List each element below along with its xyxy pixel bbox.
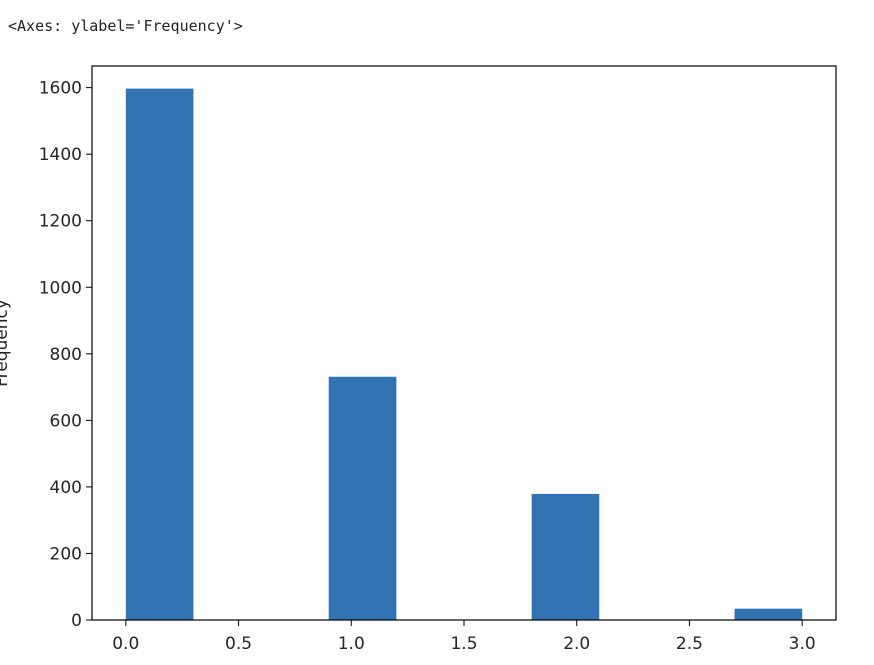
y-tick-label-2: 400: [50, 478, 82, 498]
y-tick-label-8: 1600: [39, 79, 82, 99]
x-tick-label-4: 2.0: [563, 634, 590, 654]
x-tick-label-2: 1.0: [338, 634, 365, 654]
y-tick-label-4: 800: [50, 345, 82, 365]
y-tick-label-0: 0: [71, 611, 82, 631]
x-tick-label-5: 2.5: [676, 634, 703, 654]
y-tick-label-5: 1000: [39, 278, 82, 298]
y-axis-label: Frequency: [0, 299, 12, 387]
output-repr-text: <Axes: ylabel='Frequency'>: [8, 17, 243, 35]
x-tick-label-0: 0.0: [112, 634, 139, 654]
y-axis-ticks: 0 200 400 600 800 1000 1200 1400 1600: [39, 79, 92, 631]
x-tick-label-6: 3.0: [789, 634, 816, 654]
histogram-bar-0: [125, 88, 194, 620]
bars-layer: [125, 88, 803, 620]
x-axis-ticks: 0.0 0.5 1.0 1.5 2.0 2.5 3.0: [112, 620, 816, 654]
y-tick-label-1: 200: [50, 544, 82, 564]
y-tick-label-7: 1400: [39, 145, 82, 165]
histogram-bar-3: [328, 376, 397, 620]
x-tick-label-3: 1.5: [450, 634, 477, 654]
y-tick-label-6: 1200: [39, 212, 82, 232]
histogram-bar-6: [531, 493, 600, 620]
plot-frame: [91, 65, 837, 621]
y-tick-label-3: 600: [50, 411, 82, 431]
x-tick-label-1: 0.5: [225, 634, 252, 654]
histogram-bar-9: [734, 608, 803, 620]
